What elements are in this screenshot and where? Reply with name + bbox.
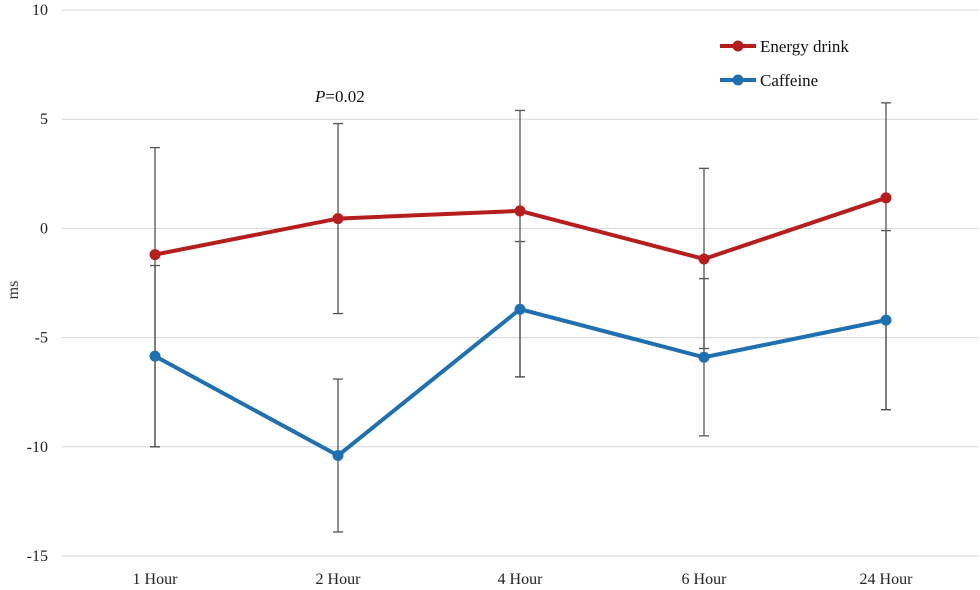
y-tick-label: 5 bbox=[40, 111, 48, 128]
x-tick-label: 4 Hour bbox=[498, 571, 544, 588]
data-point bbox=[514, 303, 526, 315]
error-bars bbox=[150, 102, 891, 533]
data-point bbox=[698, 253, 710, 265]
data-point bbox=[332, 450, 344, 462]
p-value-annotation: P=0.02 bbox=[314, 87, 365, 106]
series-lines bbox=[149, 192, 892, 462]
y-axis-label: ms bbox=[5, 281, 22, 300]
x-tick-label: 2 Hour bbox=[316, 571, 362, 588]
data-point bbox=[698, 351, 710, 363]
legend: Energy drink Caffeine bbox=[720, 37, 849, 90]
x-tick-label: 6 Hour bbox=[682, 571, 728, 588]
legend-label: Energy drink bbox=[760, 37, 849, 56]
y-tick-label: -10 bbox=[27, 439, 48, 456]
data-point bbox=[514, 205, 526, 217]
legend-swatch-marker bbox=[732, 40, 744, 52]
y-tick-label: 0 bbox=[40, 220, 48, 237]
x-tick-label: 24 Hour bbox=[860, 571, 914, 588]
p-value-text: =0.02 bbox=[325, 87, 364, 106]
data-point bbox=[149, 249, 161, 261]
data-point bbox=[149, 350, 161, 362]
y-tick-label: -5 bbox=[35, 330, 48, 347]
data-point bbox=[880, 192, 892, 204]
data-point bbox=[880, 314, 892, 326]
legend-label: Caffeine bbox=[760, 71, 818, 90]
legend-swatch-marker bbox=[732, 74, 744, 86]
y-tick-label: -15 bbox=[27, 548, 48, 565]
data-point bbox=[332, 213, 344, 225]
y-tick-label: 10 bbox=[32, 2, 48, 19]
x-tick-label: 1 Hour bbox=[133, 571, 179, 588]
y-axis-ticks: -15 -10 -5 0 5 10 bbox=[27, 2, 48, 565]
x-axis-ticks: 1 Hour 2 Hour 4 Hour 6 Hour 24 Hour bbox=[133, 571, 914, 588]
p-value-italic: P bbox=[314, 87, 325, 106]
